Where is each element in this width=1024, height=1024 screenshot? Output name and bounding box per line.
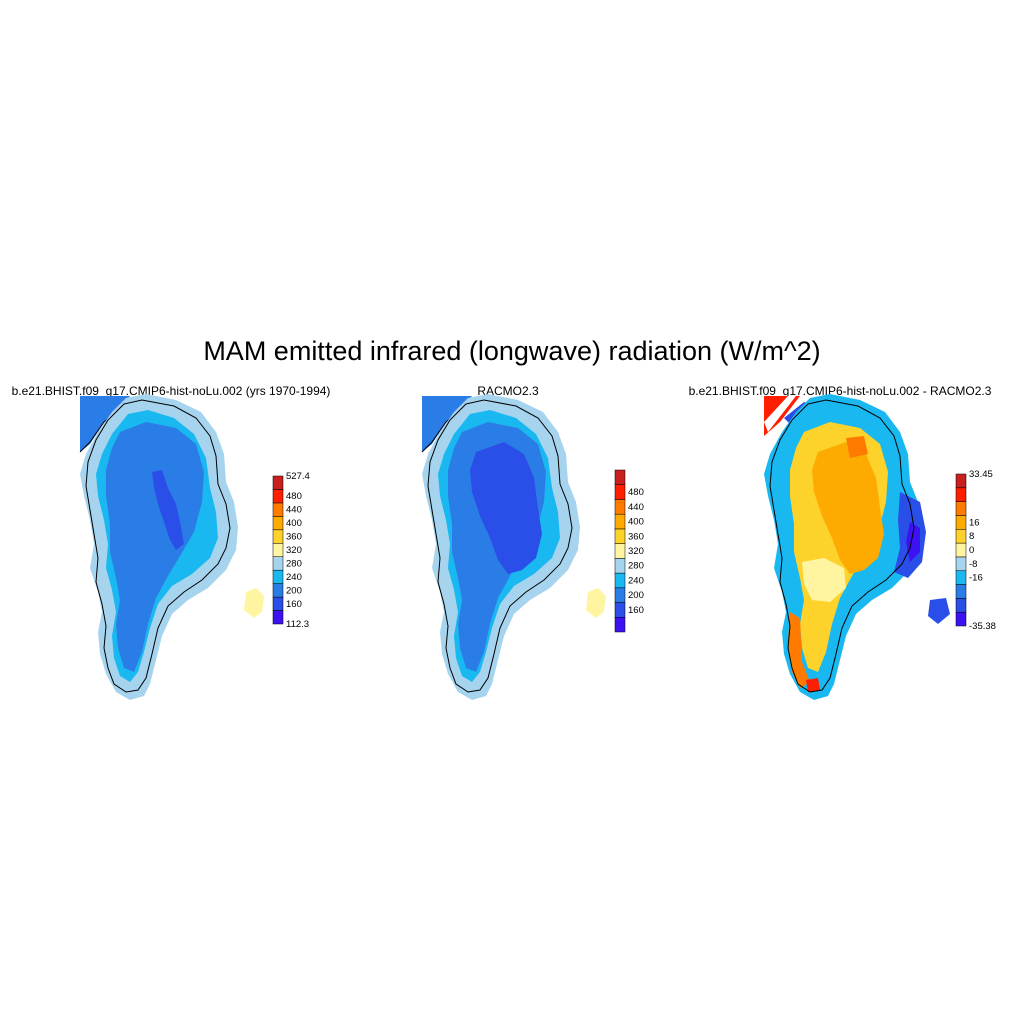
- panel-2-title: RACMO2.3: [477, 384, 539, 398]
- colorbar-swatch: [955, 515, 967, 530]
- colorbar-swatch: [614, 513, 626, 530]
- colorbar-swatch: [614, 602, 626, 618]
- colorbar-swatch: [272, 610, 284, 625]
- colorbar-tick-label: -35.38: [969, 621, 996, 632]
- colorbar-tick-label: 112.3: [286, 619, 309, 630]
- colorbar-swatch: [614, 587, 626, 603]
- colorbar-tick-label: 400: [628, 517, 644, 528]
- colorbar-tick-label: 16: [969, 517, 980, 528]
- colorbar-tick-label: 200: [628, 590, 644, 601]
- colorbar-swatch: [272, 502, 284, 517]
- colorbar-tick-label: 480: [628, 487, 644, 498]
- panel-1-title: b.e21.BHIST.f09_g17.CMIP6-hist-noLu.002 …: [11, 384, 331, 398]
- colorbar-swatch: [955, 529, 967, 544]
- colorbar-swatch: [614, 572, 626, 589]
- panel-1-map: [79, 394, 264, 700]
- nw-corner-red: [764, 396, 800, 436]
- colorbar-swatch: [955, 598, 967, 613]
- colorbar-tick-label: 440: [628, 502, 644, 513]
- colorbar-swatch: [614, 528, 626, 544]
- colorbar-swatch: [272, 475, 284, 490]
- colorbar-swatch: [272, 583, 284, 598]
- colorbar-swatch: [955, 584, 967, 599]
- colorbar-tick-label: 0: [969, 545, 974, 556]
- colorbar-tick-label: 360: [286, 532, 302, 543]
- colorbar-tick-label: 360: [628, 531, 644, 542]
- colorbar-tick-label: 200: [286, 585, 302, 596]
- colorbar-tick-label: 160: [286, 599, 302, 610]
- colorbar-swatch: [272, 516, 284, 531]
- colorbar-swatch: [272, 596, 284, 611]
- colorbar-swatch: [614, 499, 626, 515]
- colorbar-swatch: [272, 529, 284, 544]
- panel-2-colorbar: 160 200 240 280 320 360 400 440 480: [614, 469, 644, 633]
- colorbar-tick-label: 8: [969, 531, 974, 542]
- panel-1-colorbar: 160 200 240 280 320 360 400 440 480 527.4 112.3: [272, 471, 310, 630]
- figure-title: MAM emitted infrared (longwave) radiatio…: [203, 336, 821, 366]
- colorbar-tick-label: 280: [286, 558, 302, 569]
- north-hotspot: [846, 436, 868, 458]
- colorbar-swatch: [272, 569, 284, 584]
- colorbar-tick-label: -16: [969, 573, 983, 584]
- south-tip-red: [806, 678, 820, 692]
- colorbar-swatch: [955, 570, 967, 585]
- panel-3-title: b.e21.BHIST.f09_g17.CMIP6-hist-noLu.002 …: [688, 384, 992, 398]
- colorbar-swatch: [955, 542, 967, 558]
- colorbar-tick-label: 160: [628, 605, 644, 616]
- colorbar-tick-label: 480: [286, 491, 302, 502]
- colorbar-swatch: [272, 543, 284, 557]
- iceland-patch: [244, 588, 264, 618]
- colorbar-swatch: [614, 484, 626, 500]
- colorbar-swatch: [614, 469, 626, 485]
- colorbar-tick-label: 240: [286, 572, 302, 583]
- colorbar-tick-label: 440: [286, 505, 302, 516]
- colorbar-tick-label: 527.4: [286, 471, 310, 482]
- nw-corner-white: [764, 396, 796, 432]
- colorbar-swatch: [614, 617, 626, 633]
- colorbar-swatch: [955, 487, 967, 502]
- colorbar-tick-label: 280: [628, 561, 644, 572]
- panel-2-map: [421, 394, 606, 700]
- colorbar-swatch: [272, 489, 284, 504]
- sw-coast-positive: [788, 612, 810, 688]
- colorbar-tick-label: 320: [286, 545, 302, 556]
- colorbar-tick-label: 400: [286, 518, 302, 529]
- colorbar-tick-label: 33.45: [969, 469, 993, 480]
- east-margin-strong-negative: [906, 522, 920, 562]
- colorbar-swatch: [955, 473, 967, 489]
- colorbar-swatch: [955, 556, 967, 571]
- panel-3-colorbar: -16 -8 0 8 16 33.45 -35.38: [955, 469, 996, 632]
- colorbar-tick-label: 320: [628, 546, 644, 557]
- colorbar-swatch: [614, 543, 626, 559]
- colorbar-swatch: [955, 611, 967, 627]
- iceland-patch: [928, 598, 950, 624]
- colorbar-tick-label: 240: [628, 575, 644, 586]
- colorbar-swatch: [614, 558, 626, 574]
- colorbar-tick-label: -8: [969, 559, 977, 570]
- iceland-patch: [586, 588, 606, 618]
- colorbar-swatch: [955, 501, 967, 516]
- panel-3-map: [764, 394, 950, 700]
- colorbar-swatch: [272, 556, 284, 571]
